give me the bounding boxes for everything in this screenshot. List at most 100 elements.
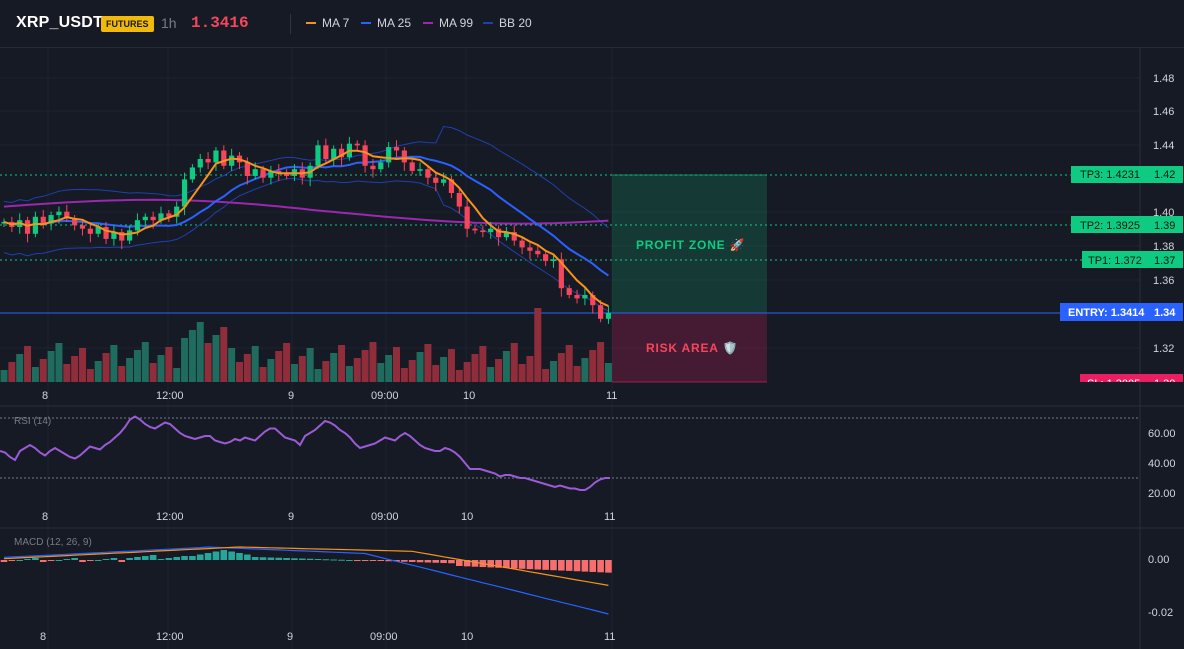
volume-bar <box>63 364 71 382</box>
sl-tag[interactable] <box>1080 374 1183 391</box>
time-axis-macd: 8 12:00 9 09:00 10 11 <box>40 631 615 643</box>
volume-bar <box>573 366 581 382</box>
macd-histogram-bar <box>471 560 479 567</box>
chart-header: XRP_USDT FUTURES 1h 1.3416 MA 7 MA 25 MA… <box>0 0 1184 48</box>
volume-bar <box>393 347 400 382</box>
risk-zone-label: RISK AREA 🛡️ <box>646 341 738 355</box>
macd-histogram-bar <box>87 560 94 561</box>
macd-histogram-bar <box>518 560 526 569</box>
volume-bar <box>188 330 196 382</box>
volume-bar <box>298 356 306 382</box>
candle-body <box>315 145 321 166</box>
volume-bar <box>314 369 322 382</box>
bb-lower-band <box>3 177 609 312</box>
volume-bar <box>31 367 39 382</box>
candle-body <box>338 148 345 158</box>
macd-histogram-bar <box>503 560 510 569</box>
volume-bar <box>518 364 526 382</box>
macd-histogram-bar <box>589 560 597 572</box>
volume-bar <box>353 358 361 382</box>
legend-ma7-swatch <box>306 22 316 24</box>
macd-histogram-bar <box>346 560 353 561</box>
volume-bar <box>173 368 181 382</box>
macd-tick: -0.02 <box>1148 607 1173 619</box>
candle-body <box>456 192 462 207</box>
legend-ma99-label: MA 99 <box>439 16 474 30</box>
macd-histogram-bar <box>314 559 322 560</box>
symbol-title[interactable]: XRP_USDT <box>16 14 103 31</box>
candle-body <box>331 148 337 159</box>
macd-histogram-bar <box>275 557 283 560</box>
macd-histogram-bar <box>487 560 494 568</box>
volume-bar <box>581 358 589 382</box>
volume-bars <box>0 308 612 382</box>
volume-bar <box>16 354 24 382</box>
candle-body <box>229 155 235 166</box>
macd-histogram-bar <box>212 551 220 560</box>
macd-histogram-bar <box>165 558 173 560</box>
volume-bar <box>220 327 228 382</box>
volume-bar <box>306 348 314 382</box>
candle-body <box>150 216 156 221</box>
volume-bar <box>330 353 338 382</box>
tp1-tag-value: 1.37 <box>1154 255 1175 267</box>
time-tick: 9 <box>288 390 294 402</box>
timeframe-selector[interactable]: 1h <box>161 15 177 31</box>
volume-bar <box>181 338 189 382</box>
macd-histogram-bar <box>306 558 314 560</box>
macd-histogram-bar <box>63 559 71 560</box>
price-tick: 1.46 <box>1153 106 1174 118</box>
time-tick: 09:00 <box>371 511 399 523</box>
tp3-tag-label: TP3: 1.4231 <box>1080 169 1140 181</box>
ma99-line <box>3 198 609 225</box>
candle-body <box>213 150 219 163</box>
macd-histogram-bar <box>463 560 471 567</box>
volume-bar <box>589 350 597 382</box>
volume-bar <box>432 365 440 382</box>
time-axis-main[interactable]: 8 12:00 9 09:00 10 11 <box>42 390 617 402</box>
time-tick: 8 <box>42 390 48 402</box>
candle-body <box>48 215 54 224</box>
volume-bar <box>236 362 243 382</box>
candle-body <box>550 259 557 261</box>
candle-body <box>558 259 564 289</box>
price-axis[interactable]: 1.48 1.46 1.44 1.40 1.38 1.36 1.32 <box>1153 73 1174 355</box>
candle-body <box>448 179 455 193</box>
macd-histogram-bar <box>189 556 196 560</box>
time-tick: 11 <box>604 511 615 523</box>
legend-bb20[interactable]: BB 20 <box>483 16 532 30</box>
price-tick: 1.32 <box>1153 343 1174 355</box>
legend-ma25[interactable]: MA 25 <box>361 16 411 30</box>
legend-ma99[interactable]: MA 99 <box>423 16 473 30</box>
tp2-tag[interactable] <box>1071 216 1183 233</box>
candle-body <box>197 158 203 168</box>
macd-histogram-bar <box>126 558 133 560</box>
macd-histogram-bar <box>353 560 361 561</box>
volume-bar <box>557 353 565 382</box>
tp1-tag[interactable] <box>1082 251 1183 268</box>
volume-bar <box>251 346 259 382</box>
rsi-line <box>0 415 610 491</box>
legend-ma7[interactable]: MA 7 <box>306 16 349 30</box>
macd-histogram-bar <box>259 557 267 560</box>
time-tick: 10 <box>461 631 473 643</box>
volume-bar <box>377 363 385 382</box>
volume-bar <box>385 355 393 382</box>
macd-histogram-bar <box>79 560 86 562</box>
volume-bar <box>157 355 165 382</box>
macd-histogram-bar <box>204 553 212 560</box>
candle-body <box>119 232 125 241</box>
volume-bar <box>471 354 479 382</box>
macd-histogram-bar <box>228 551 235 560</box>
candlesticks[interactable] <box>1 136 612 324</box>
sl-tag-value: 1.30 <box>1154 378 1175 390</box>
candle-body <box>72 218 78 226</box>
entry-tag[interactable] <box>1060 303 1183 321</box>
macd-line <box>3 546 609 615</box>
volume-bar <box>0 370 8 382</box>
volume-bar <box>79 348 86 382</box>
candle-body <box>56 211 62 216</box>
volume-bar <box>196 322 204 382</box>
tp3-tag[interactable] <box>1071 166 1183 183</box>
